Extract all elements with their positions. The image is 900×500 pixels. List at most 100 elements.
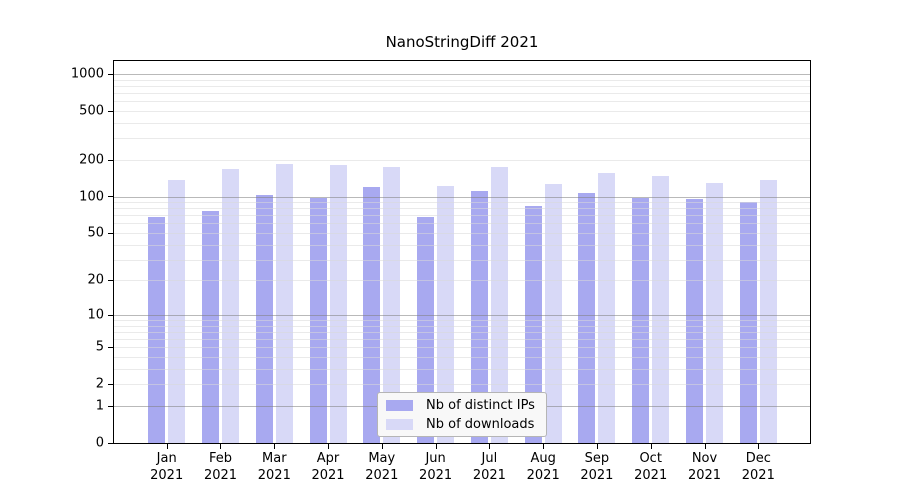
gridline-70 bbox=[114, 215, 810, 217]
x-label-month-aug: Aug bbox=[530, 451, 556, 466]
legend: Nb of distinct IPs Nb of downloads bbox=[377, 392, 547, 437]
x-tick-label-jun: Jun 2021 bbox=[394, 450, 478, 484]
gridline-100 bbox=[114, 196, 810, 198]
x-tick-sep bbox=[597, 443, 598, 449]
y-tick-1000 bbox=[108, 74, 114, 75]
gridline-600 bbox=[114, 101, 810, 103]
y-tick-500 bbox=[108, 111, 114, 112]
y-tick-label-50: 50 bbox=[87, 225, 104, 241]
legend-swatch-downloads bbox=[386, 419, 413, 430]
x-tick-label-jul: Jul 2021 bbox=[447, 450, 531, 484]
x-tick-label-jan: Jan 2021 bbox=[125, 450, 209, 484]
x-label-month-jun: Jun bbox=[425, 451, 446, 466]
gridline-50 bbox=[114, 233, 810, 234]
gridline-10 bbox=[114, 314, 810, 316]
legend-item-distinct-ips: Nb of distinct IPs bbox=[378, 396, 546, 415]
x-label-month-mar: Mar bbox=[262, 451, 287, 466]
x-label-year-feb: 2021 bbox=[203, 468, 238, 483]
x-tick-label-dec: Dec 2021 bbox=[716, 450, 800, 484]
x-label-month-jan: Jan bbox=[156, 451, 177, 466]
x-tick-label-oct: Oct 2021 bbox=[609, 450, 693, 484]
legend-label-downloads: Nb of downloads bbox=[426, 417, 535, 432]
bar-downloads-nov bbox=[706, 182, 723, 443]
gridline-400 bbox=[114, 122, 810, 124]
y-tick-label-20: 20 bbox=[87, 272, 104, 288]
y-tick-label-5: 5 bbox=[95, 339, 104, 355]
x-label-year-jan: 2021 bbox=[150, 468, 184, 483]
x-tick-label-apr: Apr 2021 bbox=[286, 450, 370, 484]
gridline-200 bbox=[114, 159, 810, 161]
x-label-month-nov: Nov bbox=[691, 451, 718, 466]
x-label-year-sep: 2021 bbox=[580, 468, 614, 483]
bar-downloads-aug bbox=[544, 183, 562, 443]
gridline-60 bbox=[114, 223, 810, 225]
y-tick-50 bbox=[108, 233, 114, 234]
x-tick-jul bbox=[489, 443, 490, 449]
y-tick-10 bbox=[108, 315, 114, 316]
x-label-year-nov: 2021 bbox=[687, 468, 722, 483]
x-tick-label-mar: Mar 2021 bbox=[232, 450, 316, 484]
gridline-2 bbox=[114, 384, 810, 386]
bar-distinct-ips-feb bbox=[202, 211, 219, 443]
y-tick-label-500: 500 bbox=[79, 103, 104, 119]
bar-distinct-ips-dec bbox=[739, 201, 757, 443]
gridline-4 bbox=[114, 357, 810, 358]
bar-downloads-jul bbox=[490, 167, 508, 443]
gridline-20 bbox=[114, 280, 810, 282]
x-label-year-jun: 2021 bbox=[419, 468, 453, 483]
x-tick-label-aug: Aug 2021 bbox=[501, 450, 585, 484]
y-tick-100 bbox=[108, 196, 114, 197]
x-tick-dec bbox=[758, 443, 759, 449]
bar-distinct-ips-sep bbox=[578, 192, 596, 443]
gridline-800 bbox=[114, 85, 810, 87]
bar-downloads-apr bbox=[329, 164, 347, 443]
x-label-month-jul: Jul bbox=[481, 451, 498, 466]
x-label-year-jul: 2021 bbox=[472, 468, 506, 483]
y-tick-5 bbox=[108, 347, 114, 348]
x-label-month-feb: Feb bbox=[208, 451, 233, 466]
gridline-5 bbox=[114, 347, 810, 349]
x-tick-oct bbox=[651, 443, 652, 449]
x-label-year-apr: 2021 bbox=[311, 468, 345, 483]
y-tick-label-2: 2 bbox=[95, 376, 104, 392]
x-label-year-aug: 2021 bbox=[526, 468, 560, 483]
x-tick-feb bbox=[220, 443, 221, 449]
x-tick-label-sep: Sep 2021 bbox=[555, 450, 639, 484]
legend-swatch-distinct-ips bbox=[386, 400, 413, 411]
gridline-90 bbox=[114, 202, 810, 203]
gridline-700 bbox=[114, 93, 810, 94]
gridline-3 bbox=[114, 368, 810, 370]
x-label-month-oct: Oct bbox=[639, 451, 662, 466]
gridline-300 bbox=[114, 138, 810, 140]
x-label-year-dec: 2021 bbox=[741, 468, 775, 483]
x-tick-label-feb: Feb 2021 bbox=[179, 450, 263, 484]
bar-downloads-jun bbox=[437, 186, 455, 443]
y-tick-label-100: 100 bbox=[79, 189, 104, 204]
y-tick-label-1: 1 bbox=[95, 398, 104, 414]
x-label-month-sep: Sep bbox=[584, 451, 610, 466]
x-tick-aug bbox=[543, 443, 544, 449]
y-tick-2 bbox=[108, 384, 114, 385]
legend-label-distinct-ips: Nb of distinct IPs bbox=[426, 398, 535, 413]
bar-downloads-may bbox=[383, 166, 401, 443]
gridline-9 bbox=[114, 320, 810, 321]
y-tick-label-1000: 1000 bbox=[70, 66, 104, 82]
bar-distinct-ips-jan bbox=[148, 216, 166, 443]
bar-distinct-ips-jul bbox=[470, 190, 488, 443]
bar-downloads-sep bbox=[598, 172, 616, 443]
gridline-1000 bbox=[114, 73, 810, 75]
plot-area bbox=[113, 60, 811, 444]
bar-downloads-dec bbox=[759, 180, 777, 443]
x-tick-label-may: May 2021 bbox=[340, 450, 424, 484]
gridline-6 bbox=[114, 339, 810, 341]
y-tick-label-10: 10 bbox=[87, 307, 104, 323]
x-tick-jan bbox=[167, 443, 168, 449]
y-tick-200 bbox=[108, 160, 114, 161]
gridline-500 bbox=[114, 110, 810, 112]
y-tick-1 bbox=[108, 406, 114, 407]
bar-distinct-ips-jun bbox=[417, 216, 435, 443]
bar-downloads-feb bbox=[222, 168, 239, 443]
x-label-year-may: 2021 bbox=[365, 468, 399, 483]
x-tick-may bbox=[382, 443, 383, 449]
